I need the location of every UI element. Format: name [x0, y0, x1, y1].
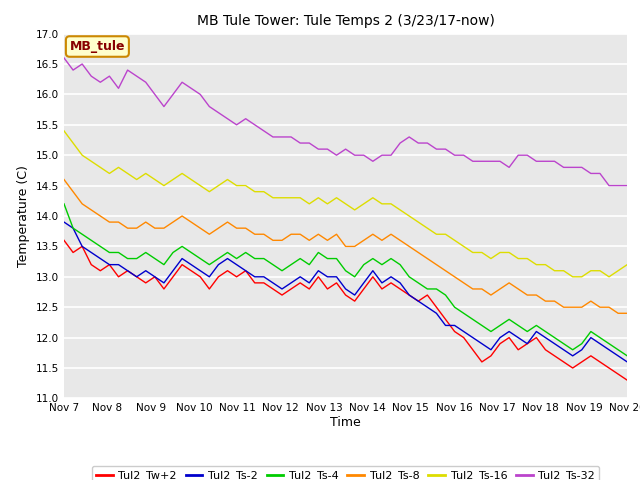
Tul2_Ts-8 [214, 225, 222, 231]
Tul2_Ts-4 [451, 304, 458, 310]
Text: MB_tule: MB_tule [70, 40, 125, 53]
Line: Tul2_Ts-16: Tul2_Ts-16 [64, 131, 627, 277]
Tul2_Ts-8 [451, 274, 458, 280]
Tul2_Ts-8 [623, 311, 631, 316]
Tul2_Ts-2 [214, 262, 222, 267]
Tul2_Ts-4 [623, 353, 631, 359]
Tul2_Tw+2 [451, 329, 458, 335]
Tul2_Ts-32 [451, 152, 458, 158]
Tul2_Ts-2 [451, 323, 458, 328]
Tul2_Ts-4 [324, 256, 332, 262]
Legend: Tul2_Tw+2, Tul2_Ts-2, Tul2_Ts-4, Tul2_Ts-8, Tul2_Ts-16, Tul2_Ts-32: Tul2_Tw+2, Tul2_Ts-2, Tul2_Ts-4, Tul2_Ts… [92, 466, 600, 480]
Tul2_Ts-2 [324, 274, 332, 280]
Tul2_Ts-32 [614, 183, 622, 189]
Tul2_Ts-32 [623, 183, 631, 189]
Tul2_Ts-4 [233, 256, 241, 262]
Line: Tul2_Ts-4: Tul2_Ts-4 [64, 204, 627, 356]
Tul2_Ts-16 [233, 183, 241, 189]
Line: Tul2_Ts-2: Tul2_Ts-2 [64, 222, 627, 362]
Tul2_Tw+2 [60, 238, 68, 243]
Title: MB Tule Tower: Tule Temps 2 (3/23/17-now): MB Tule Tower: Tule Temps 2 (3/23/17-now… [196, 14, 495, 28]
Tul2_Ts-32 [233, 122, 241, 128]
Tul2_Tw+2 [623, 377, 631, 383]
Tul2_Ts-2 [614, 353, 622, 359]
Tul2_Ts-8 [324, 238, 332, 243]
Y-axis label: Temperature (C): Temperature (C) [17, 165, 30, 267]
Tul2_Ts-8 [614, 311, 622, 316]
Tul2_Ts-32 [324, 146, 332, 152]
Tul2_Ts-8 [342, 243, 349, 249]
Tul2_Ts-16 [214, 183, 222, 189]
Tul2_Tw+2 [233, 274, 241, 280]
Tul2_Ts-2 [623, 359, 631, 365]
Tul2_Ts-2 [60, 219, 68, 225]
Tul2_Ts-4 [60, 201, 68, 207]
Tul2_Ts-16 [60, 128, 68, 134]
Tul2_Ts-2 [342, 286, 349, 292]
Tul2_Ts-16 [342, 201, 349, 207]
Tul2_Tw+2 [342, 292, 349, 298]
X-axis label: Time: Time [330, 416, 361, 429]
Tul2_Ts-32 [60, 55, 68, 61]
Line: Tul2_Ts-8: Tul2_Ts-8 [64, 180, 627, 313]
Tul2_Ts-4 [342, 268, 349, 274]
Line: Tul2_Tw+2: Tul2_Tw+2 [64, 240, 627, 380]
Tul2_Ts-8 [60, 177, 68, 182]
Tul2_Ts-32 [214, 110, 222, 116]
Tul2_Tw+2 [214, 274, 222, 280]
Tul2_Ts-2 [233, 262, 241, 267]
Tul2_Ts-4 [614, 347, 622, 353]
Tul2_Ts-32 [605, 183, 613, 189]
Tul2_Ts-16 [614, 268, 622, 274]
Tul2_Ts-32 [342, 146, 349, 152]
Tul2_Tw+2 [614, 371, 622, 377]
Tul2_Tw+2 [324, 286, 332, 292]
Tul2_Ts-8 [233, 225, 241, 231]
Tul2_Ts-16 [569, 274, 577, 280]
Tul2_Ts-8 [605, 304, 613, 310]
Tul2_Ts-4 [214, 256, 222, 262]
Tul2_Ts-16 [324, 201, 332, 207]
Line: Tul2_Ts-32: Tul2_Ts-32 [64, 58, 627, 186]
Tul2_Ts-16 [451, 238, 458, 243]
Tul2_Ts-16 [623, 262, 631, 267]
